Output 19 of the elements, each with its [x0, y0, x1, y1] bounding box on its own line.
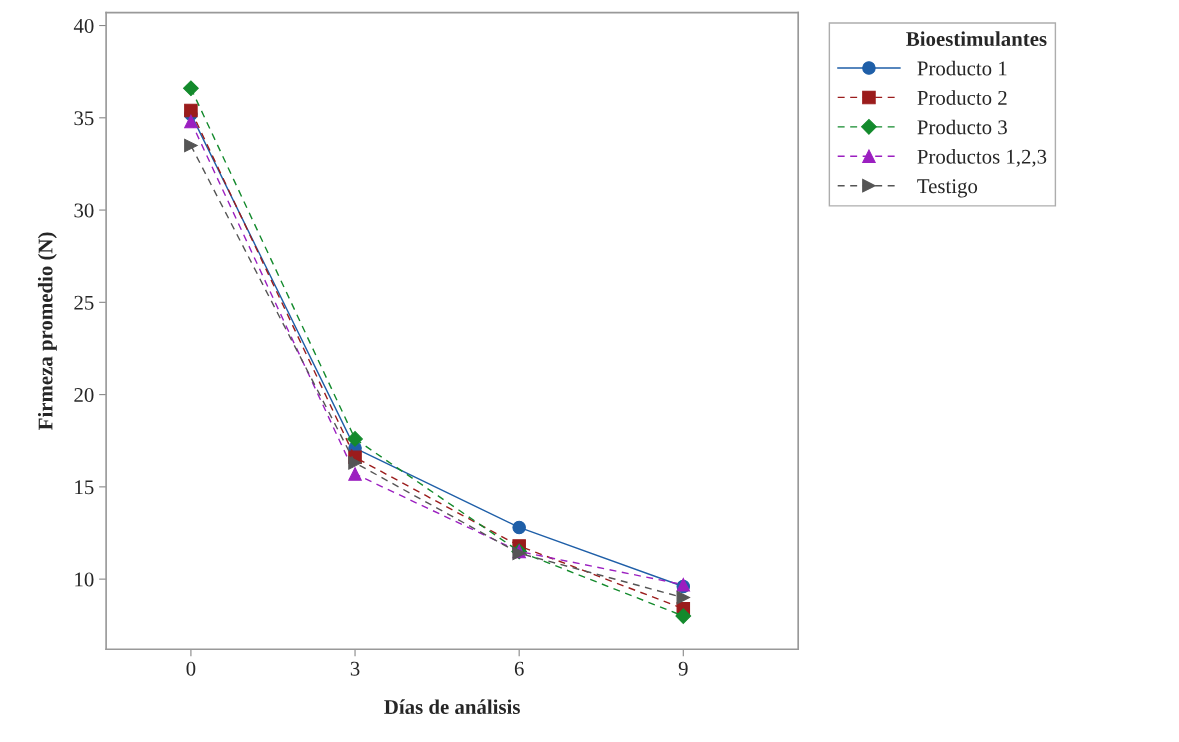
- y-tick-label: 30: [74, 203, 94, 218]
- y-tick-label: 15: [75, 480, 94, 495]
- legend-title: Bioestimulantes: [906, 31, 1047, 47]
- legend-label: Testigo: [917, 179, 978, 198]
- legend-label: Producto 3: [917, 119, 1007, 135]
- x-axis-title: Días de análisis: [384, 699, 520, 715]
- legend-label: Producto 1: [917, 60, 1007, 76]
- legend-label: Productos 1,2,3: [917, 149, 1047, 167]
- y-tick-label: 40: [73, 18, 94, 33]
- y-tick-label: 10: [75, 572, 94, 587]
- x-tick-label: 6: [514, 661, 524, 676]
- y-axis-title: Firmeza promedio (N): [37, 232, 57, 430]
- y-tick-label: 20: [74, 387, 94, 403]
- x-tick-label: 9: [678, 661, 688, 676]
- y-tick-label: 25: [74, 295, 94, 310]
- x-tick-label: 0: [186, 661, 196, 676]
- legend-label: Producto 2: [917, 90, 1007, 105]
- y-tick-label: 35: [74, 111, 94, 126]
- x-tick-label: 3: [350, 661, 360, 676]
